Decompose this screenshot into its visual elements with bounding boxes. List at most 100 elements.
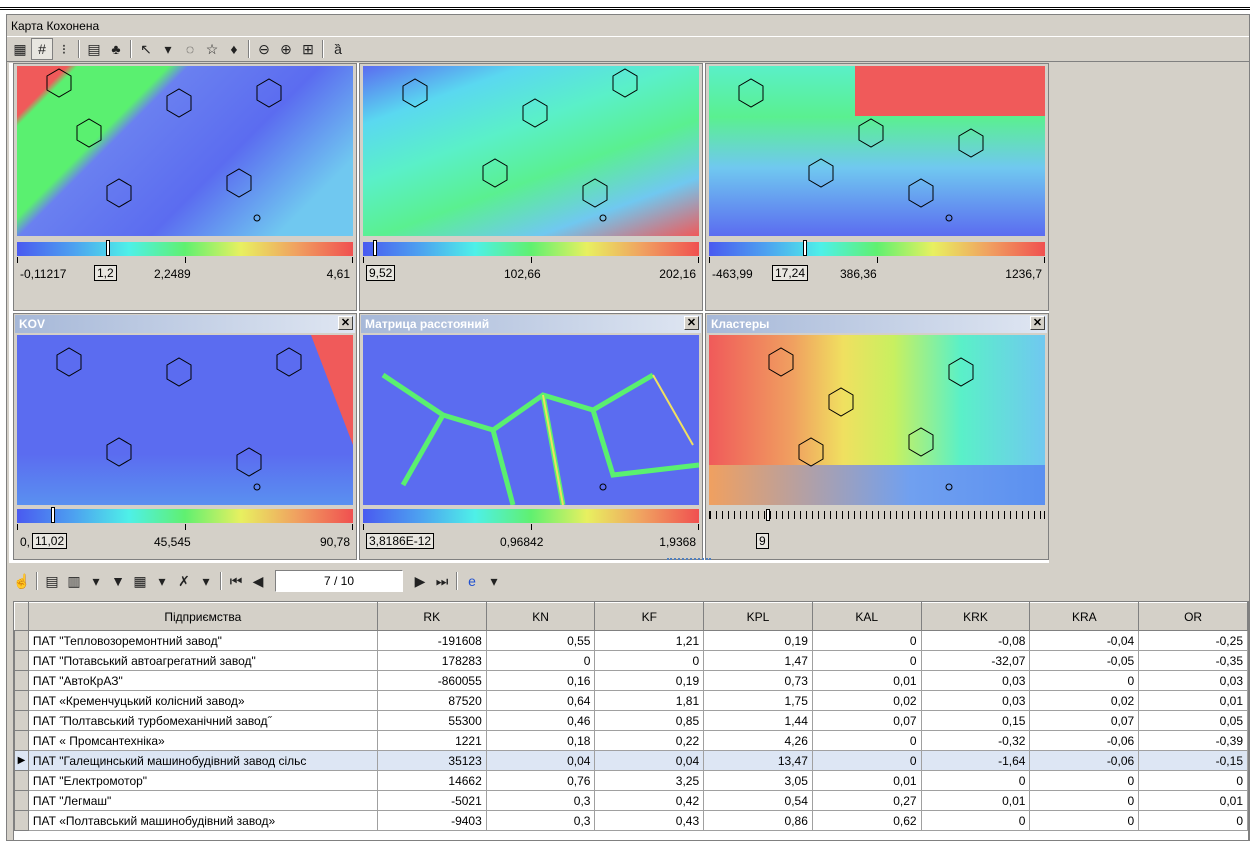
cell-value[interactable]: 13,47 — [703, 750, 813, 771]
cell-value[interactable]: 0 — [1029, 670, 1140, 691]
cell-value[interactable]: -860055 — [376, 670, 487, 691]
next-record-icon[interactable]: ▶ — [414, 573, 426, 589]
cell-value[interactable]: 0,55 — [485, 630, 596, 651]
row-indicator[interactable] — [14, 730, 29, 751]
cell-value[interactable]: 1,81 — [594, 690, 705, 711]
table-row[interactable]: ПАТ "Потавський автоагрегатний завод" 178… — [14, 650, 1248, 671]
cell-value[interactable]: 55300 — [376, 710, 487, 731]
cell-value[interactable]: 0,22 — [594, 730, 705, 751]
properties-icon[interactable]: ▤ — [45, 573, 59, 589]
cell-value[interactable]: 0 — [920, 810, 1031, 831]
table-row[interactable]: ▶ ПАТ "Галещинський машинобудівний завод … — [14, 750, 1248, 771]
prev-record-icon[interactable]: ◀ — [252, 573, 264, 589]
row-indicator[interactable] — [14, 810, 29, 831]
dropdown-icon[interactable]: ▾ — [164, 41, 172, 57]
cell-value[interactable]: -9403 — [376, 810, 487, 831]
cell-value[interactable]: 0,54 — [703, 790, 813, 811]
cell-value[interactable]: 0 — [811, 630, 922, 651]
cell-value[interactable]: 0 — [920, 770, 1031, 791]
cell-value[interactable]: -0,39 — [1138, 730, 1248, 751]
row-indicator[interactable] — [14, 690, 29, 711]
first-record-icon[interactable]: ⏮ — [229, 573, 243, 589]
cell-enterprise[interactable]: ПАТ "Галещинський машинобудівний завод с… — [27, 750, 378, 771]
cell-value[interactable]: 0,07 — [1029, 710, 1140, 731]
cell-value[interactable]: 0,05 — [1138, 710, 1248, 731]
map-plot[interactable] — [17, 66, 353, 236]
fit-icon[interactable]: ⊞ — [302, 41, 314, 57]
cell-value[interactable]: 0,18 — [485, 730, 596, 751]
cell-enterprise[interactable]: ПАТ "Тепловозоремонтний завод" — [27, 630, 378, 651]
star-icon[interactable]: ☆ — [205, 41, 219, 57]
column-header[interactable]: KN — [485, 602, 596, 631]
cell-value[interactable]: 0,46 — [485, 710, 596, 731]
cell-value[interactable]: 0,03 — [920, 690, 1031, 711]
zoom-out-icon[interactable]: ⊖ — [258, 41, 270, 57]
pointer-hand-icon[interactable]: ☝ — [13, 573, 31, 589]
last-record-icon[interactable]: ⏭ — [435, 573, 449, 589]
cell-value[interactable]: 1,47 — [703, 650, 813, 671]
column-header[interactable]: KF — [594, 602, 705, 631]
cell-value[interactable]: 0,19 — [703, 630, 813, 651]
dropdown-icon[interactable]: ▾ — [92, 573, 100, 589]
cell-value[interactable]: 0,02 — [811, 690, 922, 711]
cell-value[interactable]: -0,04 — [1029, 630, 1140, 651]
dropdown-icon[interactable]: ▾ — [490, 573, 498, 589]
table-icon[interactable]: ▦ — [133, 573, 147, 589]
table-row[interactable]: ПАТ ˝Полтавський турбомеханічний завод˝ 5… — [14, 710, 1248, 731]
map-plot[interactable] — [363, 335, 699, 505]
cell-value[interactable]: 0,73 — [703, 670, 813, 691]
properties-icon[interactable]: ▤ — [87, 41, 101, 57]
column-header[interactable]: KAL — [811, 602, 922, 631]
lasso-icon[interactable]: ◌ — [185, 41, 195, 57]
cell-enterprise[interactable]: ПАТ "Легмаш" — [27, 790, 378, 811]
splitter-handle[interactable] — [667, 558, 711, 562]
cell-value[interactable]: 0,04 — [594, 750, 705, 771]
close-icon[interactable]: ✕ — [684, 316, 699, 330]
cell-value[interactable]: 0,19 — [594, 670, 705, 691]
row-indicator[interactable] — [14, 770, 29, 791]
cell-value[interactable]: 0,01 — [920, 790, 1031, 811]
cell-value[interactable]: 0,27 — [811, 790, 922, 811]
cell-enterprise[interactable]: ПАТ «Кременчуцький колісний завод» — [27, 690, 378, 711]
cell-value[interactable]: 1221 — [376, 730, 487, 751]
cell-value[interactable]: 0 — [485, 650, 596, 671]
cell-value[interactable]: 1,44 — [703, 710, 813, 731]
cell-value[interactable]: 0 — [811, 730, 922, 751]
cell-value[interactable]: -0,06 — [1029, 730, 1140, 751]
cell-value[interactable]: 0 — [811, 750, 922, 771]
cell-value[interactable]: -0,05 — [1029, 650, 1140, 671]
cell-value[interactable]: 0,02 — [1029, 690, 1140, 711]
table-row[interactable]: ПАТ «Полтавський машинобудівний завод» -9… — [14, 810, 1248, 831]
cell-enterprise[interactable]: ПАТ «Полтавський машинобудівний завод» — [27, 810, 378, 831]
cell-value[interactable]: 3,05 — [703, 770, 813, 791]
cell-value[interactable]: 87520 — [376, 690, 487, 711]
cell-value[interactable]: 178283 — [376, 650, 487, 671]
browser-icon[interactable]: e — [468, 573, 476, 589]
cell-value[interactable]: 0 — [1138, 770, 1248, 791]
cell-value[interactable]: 0 — [594, 650, 705, 671]
column-header[interactable]: KRA — [1029, 602, 1140, 631]
columns-icon[interactable]: ▥ — [67, 573, 81, 589]
row-indicator[interactable] — [14, 650, 29, 671]
map-plot[interactable] — [17, 335, 353, 505]
cell-value[interactable]: -5021 — [376, 790, 487, 811]
map-plot[interactable] — [709, 335, 1045, 505]
hex-grid-icon[interactable]: # — [31, 38, 53, 60]
cell-value[interactable]: 1,75 — [703, 690, 813, 711]
points-icon[interactable]: ⁝ — [61, 41, 67, 57]
record-position-field[interactable]: 7 / 10 — [275, 570, 403, 592]
cell-value[interactable]: 0,86 — [703, 810, 813, 831]
map-panel-1[interactable]: -0,11217 1,2 2,2489 4,61 — [13, 63, 357, 311]
table-row[interactable]: ПАТ « Промсантехніка» 1221 0,18 0,22 4,26 0 -0… — [14, 730, 1248, 751]
map-plot[interactable] — [363, 66, 699, 236]
row-indicator[interactable] — [14, 630, 29, 651]
cell-enterprise[interactable]: ПАТ ˝Полтавський турбомеханічний завод˝ — [27, 710, 378, 731]
cell-value[interactable]: 1,21 — [594, 630, 705, 651]
grid-icon[interactable]: ▦ — [13, 41, 27, 57]
cell-value[interactable]: 0,85 — [594, 710, 705, 731]
cell-value[interactable]: -0,32 — [920, 730, 1031, 751]
cell-value[interactable]: 0,01 — [811, 770, 922, 791]
row-indicator[interactable] — [14, 710, 29, 731]
cell-value[interactable]: 14662 — [376, 770, 487, 791]
close-icon[interactable]: ✕ — [338, 316, 353, 330]
